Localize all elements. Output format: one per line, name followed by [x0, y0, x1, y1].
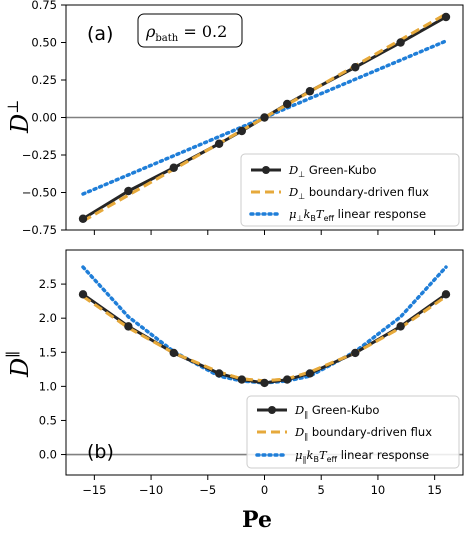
y-tick-label-b: 2.0 — [39, 311, 57, 325]
panel-b-label: (b) — [87, 441, 114, 463]
data-point-a — [169, 163, 178, 172]
x-tick-label-b: 0 — [261, 483, 268, 497]
panel-b-legend-box — [246, 395, 460, 469]
legend-a-gk-marker — [262, 166, 270, 174]
data-point-b — [124, 322, 133, 331]
panel-b-legend: D∥ Green-Kubo D∥ boundary-driven flux μ∥… — [246, 395, 460, 469]
y-tick-label-a: −0.50 — [22, 186, 57, 200]
data-point-b — [282, 375, 292, 384]
x-tick-label-b: 10 — [371, 483, 386, 497]
data-point-b — [169, 348, 178, 358]
y-tick-label-a: 0.00 — [31, 111, 57, 125]
legend-a-lr-text: μ⊥kBTeff linear response — [289, 207, 426, 223]
x-tick-label-b: 15 — [427, 483, 442, 497]
data-point-a — [305, 87, 315, 96]
data-point-a — [351, 63, 360, 72]
data-point-b — [305, 369, 315, 378]
x-tick-label-b: −5 — [199, 483, 216, 497]
series-line-overlay-b — [82, 295, 447, 383]
rho-bath-annotation: ρbath = 0.2 — [137, 13, 243, 48]
data-point-b — [441, 290, 451, 299]
data-point-b — [237, 375, 247, 384]
data-point-a — [214, 139, 224, 148]
legend-b-gk-marker — [268, 406, 276, 414]
data-point-a — [396, 38, 405, 47]
data-point-a — [441, 12, 451, 22]
y-tick-label-b: 0.5 — [39, 413, 57, 427]
panel-a-ticks: −0.75 −0.50 −0.25 0.00 0.25 0.50 0.75 — [22, 0, 436, 237]
data-point-b — [396, 322, 405, 331]
panel-b-plot-area — [66, 265, 463, 456]
series-line-b-1 — [82, 295, 447, 383]
y-tick-label-a: −0.25 — [22, 148, 57, 162]
data-point-a — [237, 126, 247, 136]
data-point-a — [282, 99, 292, 109]
y-tick-label-a: 0.75 — [31, 0, 57, 12]
x-tick-label-b: −10 — [139, 483, 163, 497]
panel-b-ticks: −15 −10 −5 0 5 10 15 0.0 0.5 1.0 1.5 2.0 2.5 — [39, 277, 442, 497]
panel-a-ylabel-text: D⊥ — [4, 100, 34, 134]
panel-a: −0.75 −0.50 −0.25 0.00 0.25 0.50 0.75 (a) ρbat… — [4, 0, 464, 237]
y-tick-label-a: 0.50 — [31, 36, 57, 50]
y-tick-label-b: 1.5 — [39, 345, 57, 359]
panel-b-xlabel: Pe — [242, 507, 272, 533]
data-point-b — [260, 378, 269, 388]
data-point-b — [351, 348, 360, 358]
y-tick-label-b: 1.0 — [39, 379, 57, 393]
annotation-box — [137, 13, 243, 48]
series-line-b-2 — [81, 265, 448, 385]
series-line-b-0 — [82, 293, 447, 385]
panel-a-ylabel: D⊥ — [4, 100, 34, 134]
data-point-b — [78, 290, 88, 299]
legend-a-gk-text: D⊥ Green-Kubo — [288, 163, 376, 179]
panel-b-ylabel: D∥ — [4, 351, 34, 378]
y-tick-label-a: −0.75 — [22, 223, 57, 237]
y-tick-label-a: 0.25 — [31, 73, 57, 87]
legend-b-flux-text: D∥ boundary-driven flux — [294, 425, 432, 441]
data-point-a — [260, 113, 269, 122]
panel-b-ylabel-text: D∥ — [4, 351, 34, 378]
y-tick-label-b: 2.5 — [39, 277, 57, 291]
panel-b: −15 −10 −5 0 5 10 15 0.0 0.5 1.0 1.5 2.0 2.5 (b) D∥ … — [4, 249, 464, 533]
panel-a-plot-area — [66, 12, 463, 223]
panel-a-legend-box — [240, 153, 460, 227]
x-tick-label-b: 5 — [318, 483, 325, 497]
panel-a-label: (a) — [87, 23, 113, 45]
x-tick-label-b: −15 — [82, 483, 106, 497]
data-point-a — [124, 186, 133, 196]
data-point-b — [214, 369, 224, 378]
legend-b-lr-text: μ∥kBTeff linear response — [295, 448, 429, 464]
legend-b-gk-text: D∥ Green-Kubo — [294, 403, 379, 419]
data-point-a — [78, 214, 88, 223]
panel-a-legend: D⊥ Green-Kubo D⊥ boundary-driven flux μ⊥… — [240, 153, 460, 227]
legend-a-flux-text: D⊥ boundary-driven flux — [288, 185, 429, 201]
y-tick-label-b: 0.0 — [39, 448, 57, 462]
